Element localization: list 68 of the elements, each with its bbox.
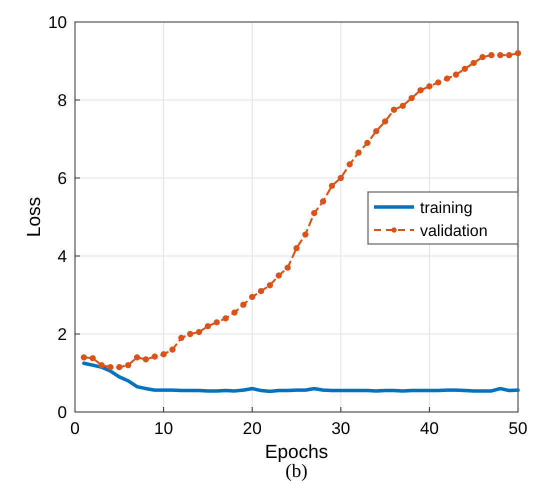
legend-label: validation <box>420 223 488 240</box>
point <box>355 150 362 156</box>
x-tick-label: 10 <box>154 419 174 438</box>
point <box>462 66 468 72</box>
point <box>249 294 256 300</box>
y-tick-label: 2 <box>58 325 67 344</box>
point <box>364 140 370 146</box>
point <box>320 198 326 204</box>
point <box>346 161 353 168</box>
point <box>373 128 380 134</box>
point <box>178 334 184 341</box>
point <box>160 351 167 358</box>
y-tick-label: 6 <box>58 169 67 188</box>
point <box>452 72 460 78</box>
point <box>470 60 477 66</box>
x-tick-label: 30 <box>331 419 350 438</box>
point <box>125 362 132 368</box>
point <box>152 354 158 360</box>
point <box>196 328 202 336</box>
point <box>435 79 442 86</box>
point <box>400 102 406 109</box>
point <box>266 282 274 288</box>
y-axis-title: Loss <box>24 196 45 238</box>
point <box>390 106 398 113</box>
y-tick-label: 4 <box>58 247 67 266</box>
point <box>488 52 495 58</box>
point <box>479 54 486 60</box>
point <box>134 354 140 360</box>
point <box>80 354 87 360</box>
point <box>142 356 149 362</box>
point <box>426 83 432 90</box>
x-tick-label: 50 <box>508 419 528 438</box>
y-tick-label: 8 <box>58 91 67 110</box>
point <box>302 231 308 238</box>
point <box>222 315 229 322</box>
point <box>311 210 318 216</box>
point <box>214 319 220 326</box>
point <box>284 264 291 271</box>
point <box>506 52 512 58</box>
point <box>116 364 122 370</box>
x-tick-label: 0 <box>70 419 80 438</box>
point <box>338 174 344 182</box>
y-tick-label: 10 <box>48 13 67 32</box>
line-series <box>82 362 520 394</box>
point <box>90 355 96 362</box>
point <box>276 272 282 279</box>
point <box>444 75 450 82</box>
point <box>497 52 504 58</box>
x-axis-title: Epochs <box>264 442 328 463</box>
point <box>204 323 211 330</box>
point <box>328 182 336 189</box>
y-tick-label: 0 <box>58 403 67 422</box>
text: (b) <box>285 461 308 482</box>
point <box>240 302 246 308</box>
x-tick-label: 20 <box>242 419 262 438</box>
point <box>107 364 114 370</box>
point <box>408 94 415 102</box>
point <box>169 346 176 353</box>
point <box>258 288 264 294</box>
point <box>514 50 522 56</box>
legend-label: training <box>420 200 472 217</box>
point <box>187 330 194 338</box>
point <box>417 87 424 94</box>
point <box>98 362 105 368</box>
point <box>293 245 300 252</box>
x-tick-label: 40 <box>420 419 439 438</box>
point <box>382 118 388 125</box>
point <box>231 309 238 316</box>
